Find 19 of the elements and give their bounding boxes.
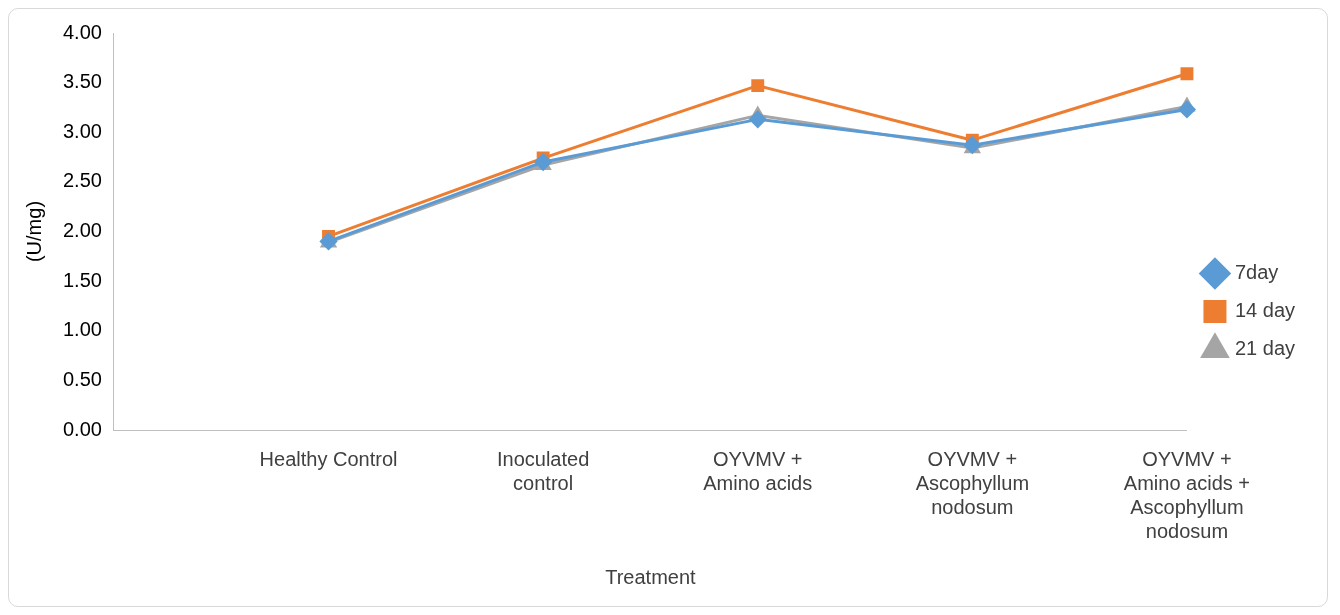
legend-label: 21 day [1234, 337, 1296, 360]
y-tick-label: 3.50 [62, 70, 102, 93]
y-tick-label: 0.50 [62, 367, 102, 390]
y-tick-label: 1.00 [62, 318, 102, 341]
x-tick-label: Healthy Control [259, 447, 398, 470]
y-tick-label: 2.50 [62, 169, 102, 192]
legend-label: 7day [1234, 261, 1279, 284]
legend-label: 14 day [1234, 299, 1296, 322]
x-tick-label: OYVMV + Amino acids + Ascophyllum nodosum [1123, 447, 1251, 542]
x-tick-label: Inoculated control [496, 447, 590, 494]
x-axis-title: Treatment [605, 565, 697, 588]
y-tick-label: 3.00 [62, 119, 102, 142]
x-tick-label: OYVMV + Amino acids [703, 447, 813, 494]
y-tick-label: 0.00 [62, 417, 102, 440]
y-tick-label: 2.00 [62, 219, 102, 242]
y-tick-label: 1.50 [62, 268, 102, 291]
y-axis-title: (U/mg) [22, 200, 45, 263]
x-tick-label: OYVMV + Ascophyllum nodosum [915, 447, 1030, 518]
y-tick-label: 4.00 [62, 20, 102, 43]
